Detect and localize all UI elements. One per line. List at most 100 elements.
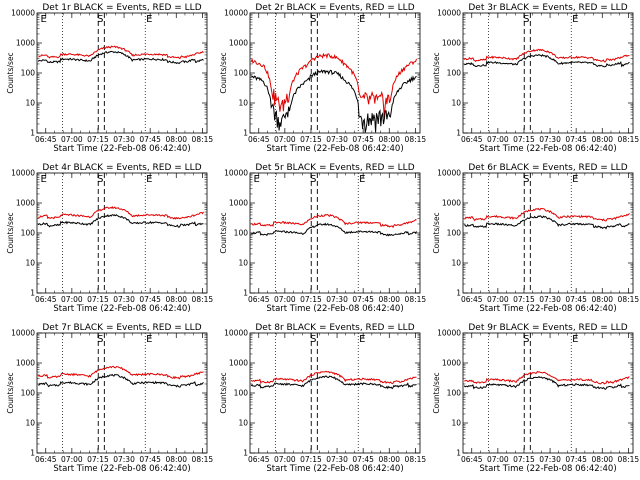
x-tick-label: 08:15 [618, 135, 640, 144]
y-axis-label: Counts/sec [432, 52, 441, 93]
events-series-line [463, 376, 630, 390]
x-tick-label: 07:45 [352, 455, 374, 464]
y-tick-label: 10 [451, 419, 461, 428]
chart-title: Det 9r BLACK = Events, RED = LLD [468, 323, 627, 333]
x-tick-label: 08:00 [165, 135, 187, 144]
y-tick-label: 100 [21, 69, 36, 78]
x-axis-label: Start Time (22-Feb-08 06:42:40) [479, 144, 616, 154]
x-axis-label: Start Time (22-Feb-08 06:42:40) [479, 304, 616, 314]
x-tick-label: 07:30 [113, 135, 135, 144]
x-tick-label: 07:15 [300, 455, 322, 464]
chart-title: Det 6r BLACK = Events, RED = LLD [468, 163, 627, 173]
x-tick-label: 07:00 [487, 135, 509, 144]
x-axis-label: Start Time (22-Feb-08 06:42:40) [53, 464, 190, 474]
x-tick-label: 07:00 [274, 135, 296, 144]
lld-series-line [37, 365, 204, 380]
x-tick-label: 08:15 [405, 295, 427, 304]
x-tick-label: 07:45 [565, 455, 587, 464]
x-tick-label: 08:00 [165, 455, 187, 464]
y-tick-label: 10000 [11, 169, 35, 178]
events-series-line [463, 53, 630, 68]
lld-series-line [463, 48, 630, 63]
x-tick-label: 07:00 [274, 455, 296, 464]
event-marker-label: E [572, 174, 578, 185]
event-marker-label: E [146, 14, 152, 25]
x-tick-label: 07:15 [513, 295, 535, 304]
y-tick-label: 1 [243, 449, 248, 458]
x-axis-label: Start Time (22-Feb-08 06:42:40) [479, 464, 616, 474]
y-tick-label: 1 [30, 449, 35, 458]
y-tick-label: 10000 [224, 329, 248, 338]
events-series-line [251, 222, 417, 237]
y-tick-label: 1 [30, 289, 35, 298]
y-axis-label: Counts/sec [219, 372, 228, 413]
y-tick-label: 10 [451, 99, 461, 108]
event-marker-label: E [359, 14, 365, 25]
chart-title: Det 3r BLACK = Events, RED = LLD [468, 3, 627, 13]
x-tick-label: 07:15 [513, 455, 535, 464]
x-tick-label: 06:45 [35, 295, 57, 304]
x-tick-label: 07:15 [513, 135, 535, 144]
y-axis-label: Counts/sec [219, 212, 228, 253]
x-tick-label: 07:00 [61, 295, 83, 304]
y-tick-label: 10 [238, 259, 248, 268]
chart-title: Det 5r BLACK = Events, RED = LLD [255, 163, 414, 173]
y-tick-label: 10 [25, 99, 35, 108]
x-tick-label: 08:00 [378, 455, 400, 464]
event-marker-label: S [97, 14, 103, 25]
event-marker-label: E [359, 334, 365, 345]
chart-panel-2: Det 2r BLACK = Events, RED = LLD 1 10 100 10… [219, 3, 426, 154]
chart-panel-7: Det 7r BLACK = Events, RED = LLD 1 10 100 10… [6, 323, 213, 474]
x-tick-label: 08:15 [618, 295, 640, 304]
y-tick-label: 1 [30, 129, 35, 138]
lld-series-line [464, 370, 630, 385]
x-tick-label: 07:15 [87, 295, 109, 304]
y-tick-label: 100 [21, 229, 36, 238]
y-tick-label: 1 [243, 289, 248, 298]
x-tick-label: 06:45 [35, 135, 57, 144]
events-series-line [250, 375, 417, 390]
y-tick-label: 10000 [11, 329, 35, 338]
x-axis-label: Start Time (22-Feb-08 06:42:40) [266, 304, 403, 314]
x-tick-label: 07:00 [61, 455, 83, 464]
x-tick-label: 06:45 [461, 295, 483, 304]
x-tick-label: 07:30 [539, 455, 561, 464]
x-tick-label: 06:45 [35, 455, 57, 464]
chart-panel-1: Det 1r BLACK = Events, RED = LLD 1 10 100 10… [6, 3, 213, 154]
y-tick-label: 100 [234, 389, 249, 398]
x-tick-label: 08:00 [378, 135, 400, 144]
y-tick-label: 100 [234, 69, 249, 78]
event-marker-label: S [310, 334, 316, 345]
event-marker-label: E [359, 174, 365, 185]
event-marker-label: E [572, 334, 578, 345]
x-tick-label: 07:45 [352, 295, 374, 304]
x-tick-label: 06:45 [461, 135, 483, 144]
x-tick-label: 07:00 [487, 455, 509, 464]
y-tick-label: 10 [451, 259, 461, 268]
y-tick-label: 10000 [11, 9, 35, 18]
y-axis-label: Counts/sec [432, 372, 441, 413]
lld-series-line [250, 52, 417, 119]
x-tick-label: 08:15 [405, 455, 427, 464]
chart-title: Det 7r BLACK = Events, RED = LLD [42, 323, 201, 333]
x-tick-label: 08:00 [165, 295, 187, 304]
x-tick-label: 06:45 [248, 295, 270, 304]
y-tick-label: 10000 [437, 329, 461, 338]
y-tick-label: 1 [243, 129, 248, 138]
chart-title: Det 1r BLACK = Events, RED = LLD [42, 3, 201, 13]
y-tick-label: 1000 [442, 199, 461, 208]
y-tick-label: 100 [447, 229, 462, 238]
x-tick-label: 07:15 [300, 295, 322, 304]
x-axis-label: Start Time (22-Feb-08 06:42:40) [53, 144, 190, 154]
y-tick-label: 1000 [229, 359, 248, 368]
y-tick-label: 1000 [442, 39, 461, 48]
lld-series-line [38, 205, 204, 220]
x-axis-label: Start Time (22-Feb-08 06:42:40) [53, 304, 190, 314]
event-marker-label: E [572, 14, 578, 25]
y-tick-label: 1000 [442, 359, 461, 368]
x-tick-label: 06:45 [248, 455, 270, 464]
lld-series-line [464, 207, 630, 222]
x-tick-label: 07:15 [87, 135, 109, 144]
x-tick-label: 07:45 [139, 295, 161, 304]
